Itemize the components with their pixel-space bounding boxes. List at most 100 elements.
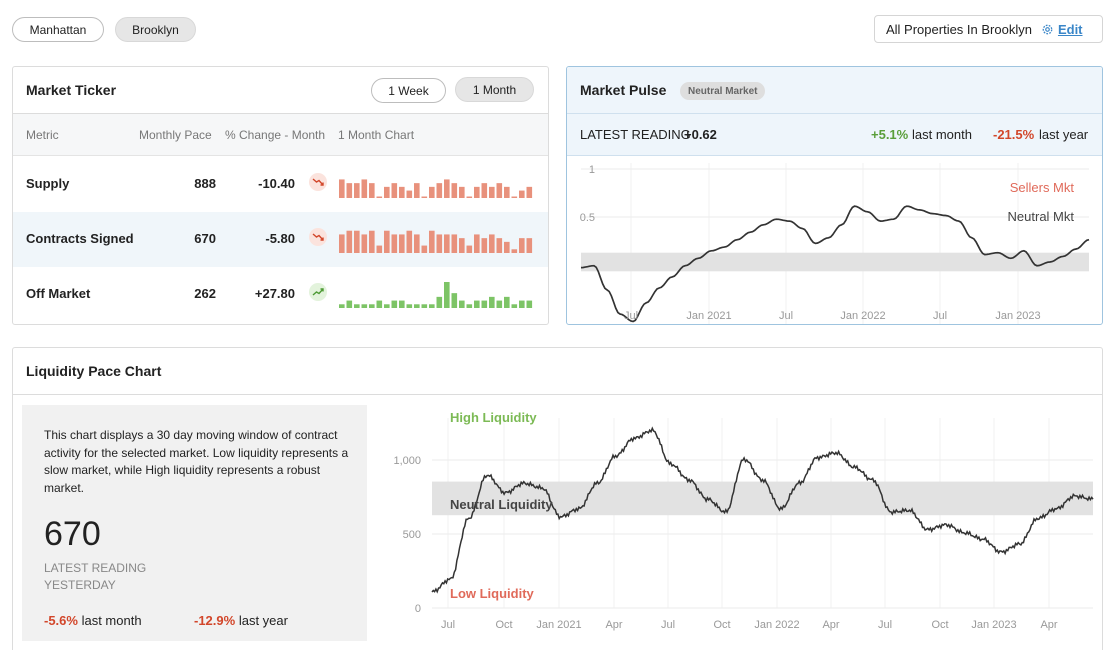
edit-link[interactable]: Edit xyxy=(1057,21,1083,37)
pulse-year-change: -21.5% xyxy=(993,127,1035,142)
sparkline-chart xyxy=(339,282,533,308)
y-tick-label: 0 xyxy=(415,603,421,615)
liquidity-year-value: -12.9% xyxy=(194,613,236,628)
spark-bar xyxy=(429,230,435,253)
trend-down-icon xyxy=(309,228,327,246)
spark-bar xyxy=(339,179,345,198)
spark-bar xyxy=(421,304,428,308)
spark-bar xyxy=(519,238,525,253)
trend-up-icon xyxy=(309,283,327,301)
spark-bar xyxy=(466,245,473,253)
spark-bar xyxy=(346,300,353,308)
range-1-week-button[interactable]: 1 Week xyxy=(371,78,446,103)
latest-reading-caption: LATEST READING xyxy=(44,561,147,575)
yesterday-caption: YESTERDAY xyxy=(44,578,116,592)
spark-bar xyxy=(339,304,345,308)
borough-pill-brooklyn[interactable]: Brooklyn xyxy=(115,17,196,42)
neutral-liquidity-label: Neutral Liquidity xyxy=(450,497,553,512)
low-liquidity-label: Low Liquidity xyxy=(450,586,535,601)
col-month-chart: 1 Month Chart xyxy=(338,128,415,142)
spark-bar xyxy=(451,293,458,308)
liquidity-year-label: last year xyxy=(238,613,288,628)
scope-filter: All Properties In Brooklyn Edit xyxy=(874,15,1103,43)
spark-bar xyxy=(361,304,368,308)
spark-bar xyxy=(436,234,443,253)
liquidity-pace-card: Liquidity Pace Chart This chart displays… xyxy=(12,347,1103,650)
spark-bar xyxy=(526,238,533,253)
y-tick-label: 1 xyxy=(589,164,595,176)
spark-bar xyxy=(376,196,383,198)
x-tick-label: Jan 2022 xyxy=(840,310,885,322)
metric-name: Contracts Signed xyxy=(26,231,134,246)
sellers-market-label: Sellers Mkt xyxy=(1010,180,1075,195)
spark-bar xyxy=(376,245,383,253)
pulse-reading-row: LATEST READING +0.62 +5.1% last month -2… xyxy=(567,114,1102,156)
ticker-column-headers: Metric Monthly Pace % Change - Month 1 M… xyxy=(13,114,548,156)
neutral-market-label: Neutral Mkt xyxy=(1008,209,1075,224)
spark-bar xyxy=(361,234,368,253)
range-1-month-button[interactable]: 1 Month xyxy=(455,77,534,102)
spark-bar xyxy=(526,186,533,198)
liquidity-year-change: -12.9% last year xyxy=(194,613,288,628)
spark-bar xyxy=(496,183,503,198)
spark-bar xyxy=(421,245,428,253)
spark-bar xyxy=(391,234,398,253)
liquidity-month-value: -5.6% xyxy=(44,613,78,628)
spark-bar xyxy=(511,304,518,308)
x-tick-label: Jan 2023 xyxy=(971,619,1016,631)
x-tick-label: Oct xyxy=(495,619,512,631)
spark-bar xyxy=(384,230,390,253)
sparkline-chart xyxy=(339,230,533,253)
spark-bar xyxy=(519,190,525,198)
spark-bar xyxy=(429,304,435,308)
spark-bar xyxy=(391,183,398,198)
trend-down-icon xyxy=(309,173,327,191)
pulse-month-label: last month xyxy=(912,127,972,142)
spark-bar xyxy=(414,234,420,253)
pulse-title: Market Pulse xyxy=(580,82,667,98)
liquidity-latest-label: LATEST READING YESTERDAY xyxy=(44,560,174,594)
spark-bar xyxy=(399,234,405,253)
x-tick-label: Jan 2023 xyxy=(995,310,1040,322)
spark-bar xyxy=(489,186,495,198)
pulse-year-label: last year xyxy=(1039,127,1089,142)
pct-change: -5.80 xyxy=(265,231,295,246)
ticker-title: Market Ticker xyxy=(26,82,117,98)
spark-bar xyxy=(474,186,480,198)
metric-name: Supply xyxy=(26,176,70,191)
spark-bar xyxy=(519,300,525,308)
spark-bar xyxy=(459,238,465,253)
scope-label: All Properties In Brooklyn xyxy=(886,21,1032,37)
spark-bar xyxy=(354,304,360,308)
borough-pill-manhattan[interactable]: Manhattan xyxy=(12,17,104,42)
x-tick-label: Apr xyxy=(605,619,622,631)
x-tick-label: Jan 2021 xyxy=(536,619,581,631)
spark-bar xyxy=(429,186,435,198)
spark-bar xyxy=(481,238,488,253)
pulse-header: Market Pulse Neutral Market xyxy=(567,67,1102,114)
spark-bar xyxy=(406,190,413,198)
spark-bar xyxy=(451,234,458,253)
liquidity-month-label: last month xyxy=(81,613,142,628)
spark-bar xyxy=(399,300,405,308)
spark-bar xyxy=(459,186,465,198)
neutral-band xyxy=(581,252,1089,272)
sparkline-chart xyxy=(339,179,533,198)
x-tick-label: Jul xyxy=(878,619,892,631)
monthly-pace: 888 xyxy=(194,176,216,191)
spark-bar xyxy=(346,230,353,253)
x-tick-label: Jul xyxy=(933,310,947,322)
spark-bar xyxy=(384,186,390,198)
col-pct-change: % Change - Month xyxy=(225,128,326,142)
metric-name: Off Market xyxy=(26,286,91,301)
monthly-pace: 262 xyxy=(194,286,216,301)
monthly-pace: 670 xyxy=(194,231,216,246)
spark-bar xyxy=(511,196,518,198)
gear-icon[interactable] xyxy=(1041,23,1054,36)
y-tick-label: 0.5 xyxy=(580,212,595,224)
spark-bar xyxy=(354,183,360,198)
spark-bar xyxy=(466,196,473,198)
spark-bar xyxy=(504,241,510,253)
spark-bar xyxy=(391,300,398,308)
spark-bar xyxy=(504,186,510,198)
